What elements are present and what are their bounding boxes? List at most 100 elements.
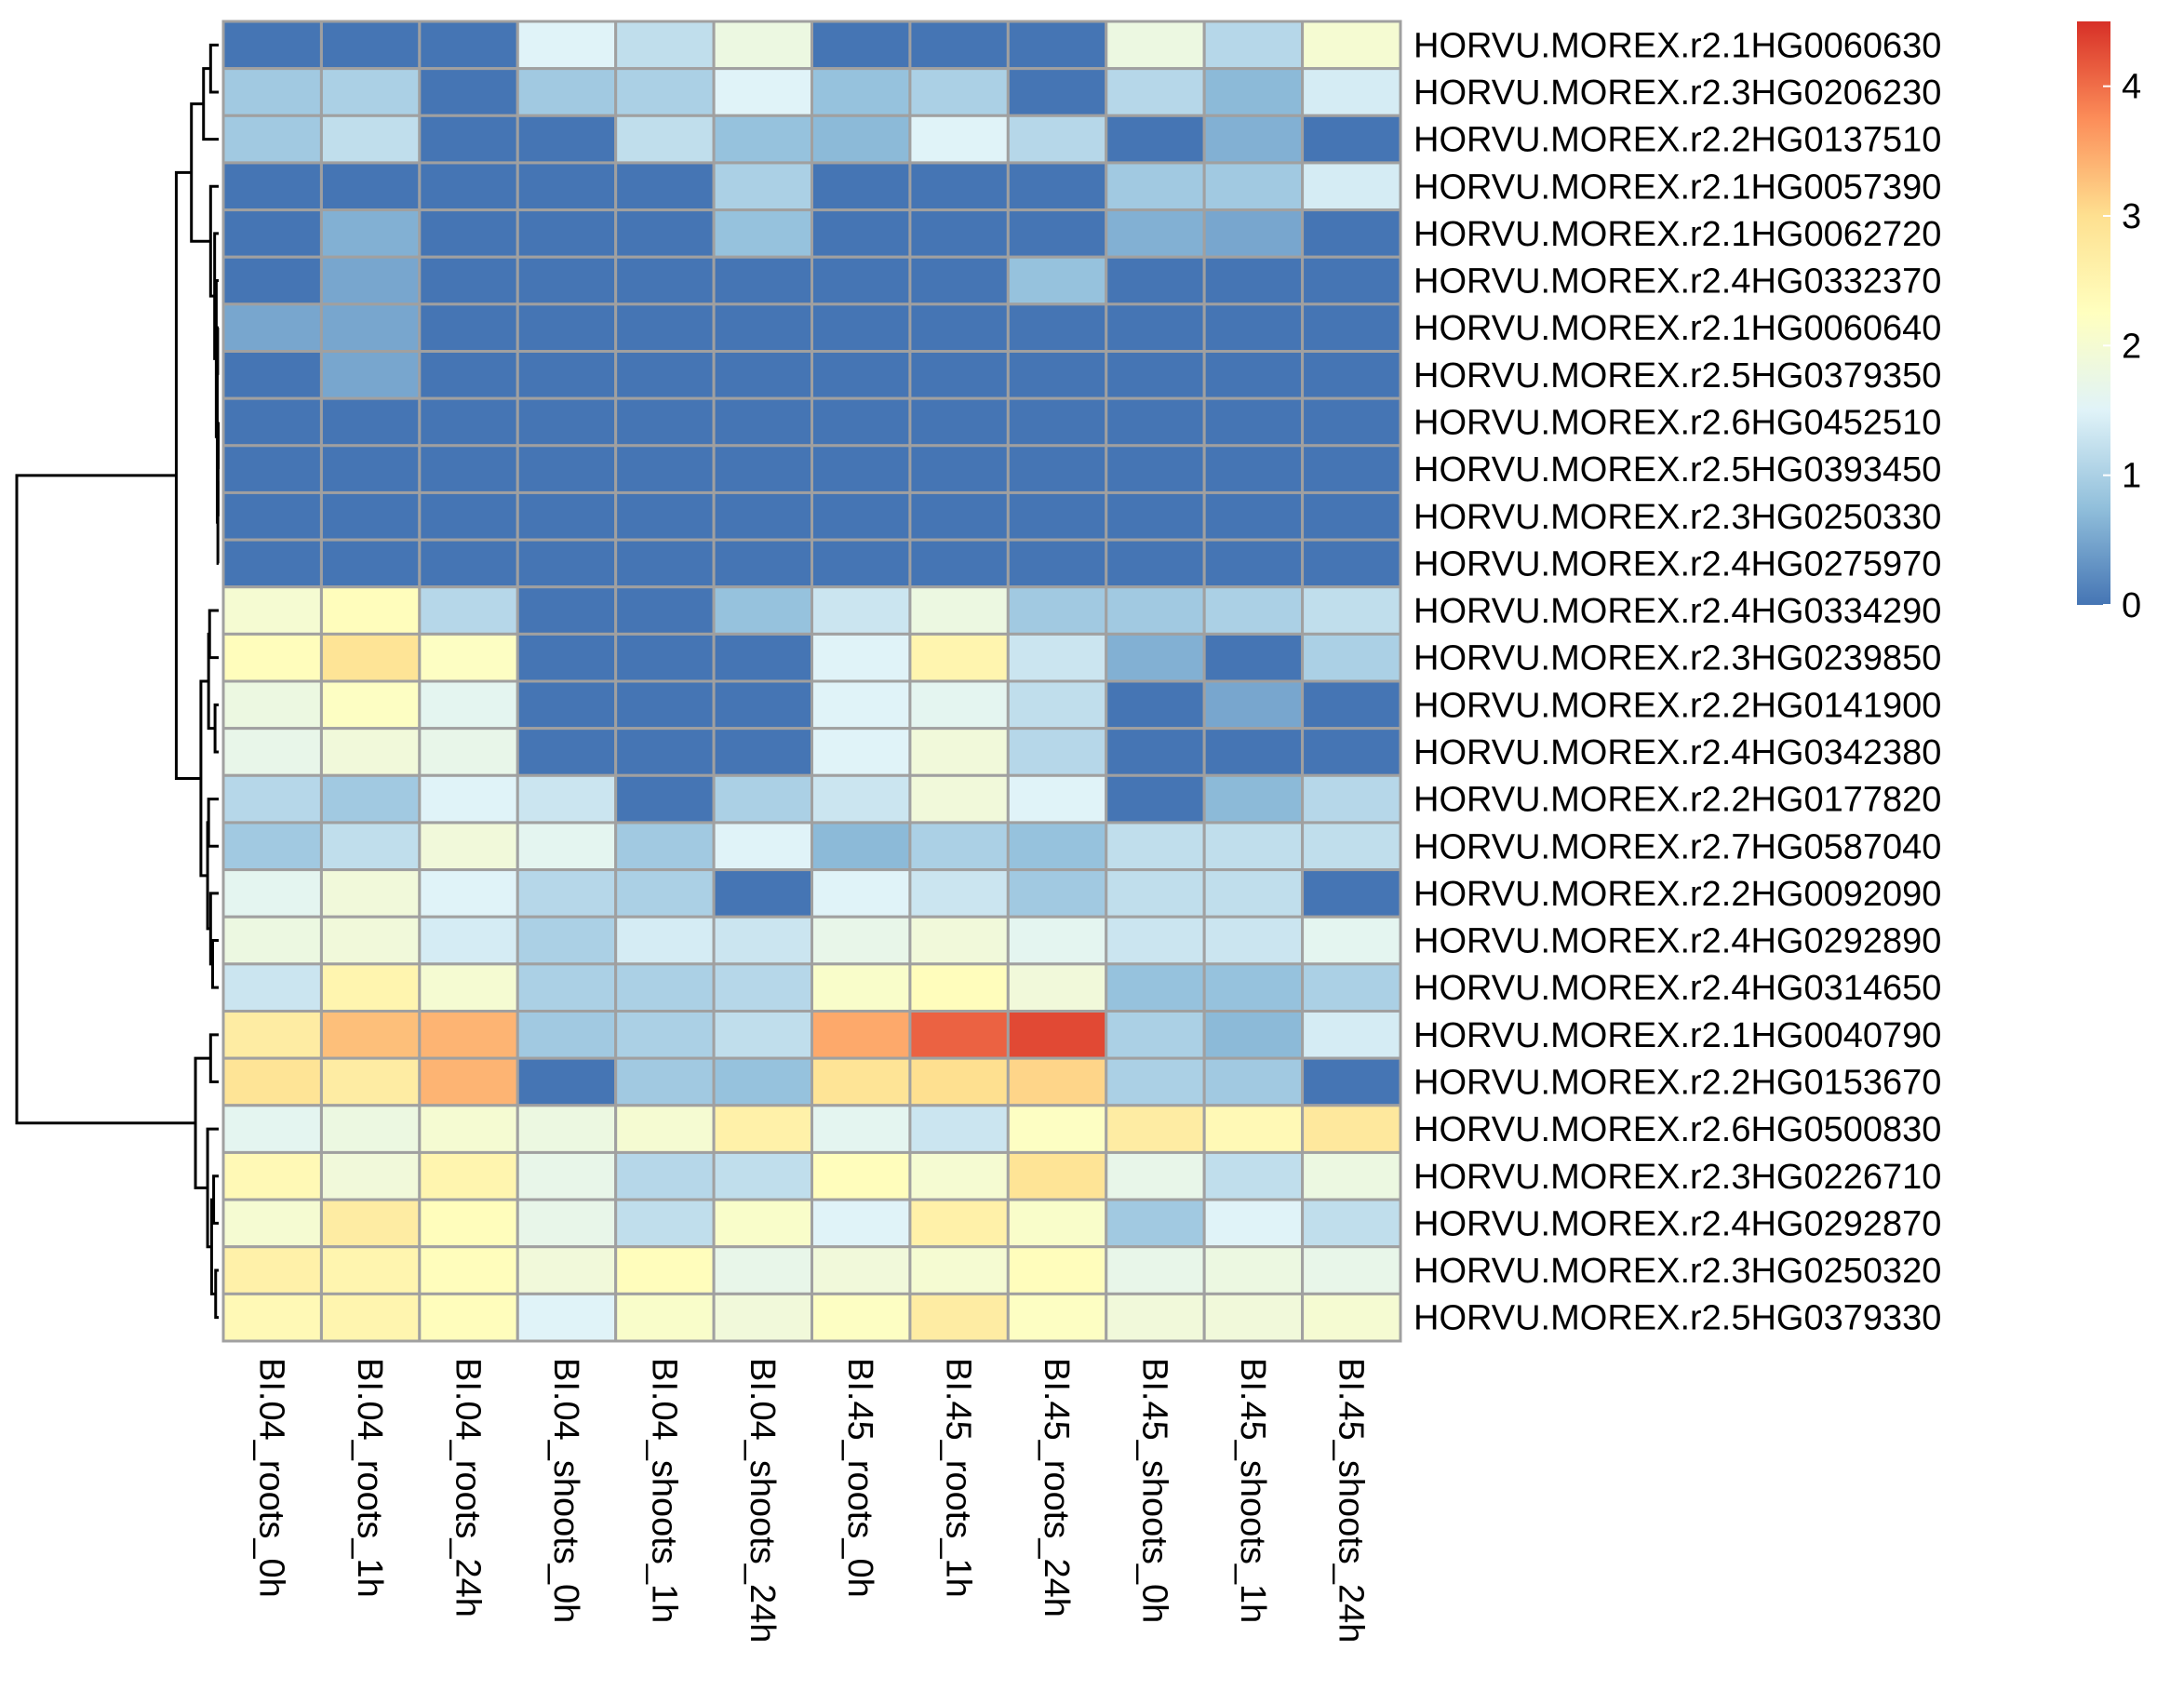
heatmap-cell bbox=[1301, 727, 1402, 777]
heatmap-cell bbox=[614, 161, 716, 212]
column-label: BI.04_roots_1h bbox=[350, 1358, 389, 1598]
heatmap-cell bbox=[1105, 1198, 1206, 1249]
heatmap-cell bbox=[712, 1150, 813, 1201]
heatmap-cell bbox=[1006, 773, 1108, 825]
heatmap-cell bbox=[1202, 962, 1305, 1013]
heatmap-cell bbox=[1301, 20, 1402, 71]
heatmap-cell bbox=[1202, 773, 1305, 825]
heatmap-cell bbox=[418, 1245, 519, 1295]
heatmap-cell bbox=[516, 396, 618, 448]
column-label: BI.45_roots_0h bbox=[840, 1358, 879, 1598]
heatmap-cell bbox=[1301, 915, 1402, 966]
heatmap-cell bbox=[908, 302, 1010, 354]
heatmap-cell bbox=[319, 1245, 422, 1295]
heatmap-cell bbox=[908, 538, 1010, 589]
heatmap-cell bbox=[221, 727, 323, 777]
heatmap-cell bbox=[1006, 727, 1108, 777]
heatmap-cell bbox=[1301, 302, 1402, 354]
heatmap-cell bbox=[1202, 915, 1305, 966]
heatmap-cell bbox=[614, 962, 716, 1013]
heatmap-cell bbox=[811, 1198, 912, 1249]
heatmap-cell bbox=[418, 114, 519, 165]
heatmap-cell bbox=[1301, 868, 1402, 919]
heatmap-cell bbox=[811, 490, 912, 542]
heatmap-cell bbox=[516, 1198, 618, 1249]
heatmap-cell bbox=[811, 538, 912, 589]
heatmap-cell bbox=[221, 20, 323, 71]
heatmap-cell bbox=[1202, 302, 1305, 354]
heatmap-cell bbox=[908, 1198, 1010, 1249]
heatmap-cell bbox=[1105, 773, 1206, 825]
heatmap-cell bbox=[908, 1150, 1010, 1201]
heatmap-cell bbox=[1006, 67, 1108, 117]
heatmap-cell bbox=[418, 1198, 519, 1249]
heatmap-cell bbox=[1202, 67, 1305, 117]
heatmap-cell bbox=[319, 114, 422, 165]
legend-tick-label: 1 bbox=[2122, 457, 2141, 496]
heatmap-cell bbox=[1301, 444, 1402, 494]
heatmap-cell bbox=[1301, 1150, 1402, 1201]
heatmap-cell bbox=[1006, 1104, 1108, 1154]
row-label: HORVU.MOREX.r2.3HG0250320 bbox=[1414, 1252, 1941, 1291]
heatmap-cell bbox=[811, 1010, 912, 1060]
heatmap-cell bbox=[712, 1104, 813, 1154]
heatmap-cell bbox=[712, 821, 813, 872]
heatmap-cell bbox=[221, 773, 323, 825]
heatmap-cell bbox=[908, 114, 1010, 165]
heatmap-cell bbox=[221, 1292, 323, 1343]
column-label: BI.04_roots_24h bbox=[449, 1358, 488, 1617]
heatmap-cell bbox=[1202, 490, 1305, 542]
heatmap-cell bbox=[516, 538, 618, 589]
heatmap-cell bbox=[1105, 20, 1206, 71]
heatmap-cell bbox=[614, 1104, 716, 1154]
heatmap-cell bbox=[1006, 538, 1108, 589]
heatmap-cell bbox=[319, 727, 422, 777]
row-label: HORVU.MOREX.r2.6HG0452510 bbox=[1414, 403, 1941, 442]
heatmap-cell bbox=[614, 67, 716, 117]
heatmap-cell bbox=[221, 538, 323, 589]
heatmap-cell bbox=[1202, 1198, 1305, 1249]
heatmap-cell bbox=[1105, 1245, 1206, 1295]
heatmap-cell bbox=[1202, 1292, 1305, 1343]
heatmap-cell bbox=[712, 632, 813, 683]
heatmap-cell bbox=[1202, 350, 1305, 400]
heatmap-cell bbox=[516, 444, 618, 494]
heatmap-cell bbox=[1006, 915, 1108, 966]
heatmap-cell bbox=[418, 868, 519, 919]
heatmap-cell bbox=[1105, 1010, 1206, 1060]
heatmap-cell bbox=[811, 396, 912, 448]
heatmap-cell bbox=[319, 302, 422, 354]
heatmap-cell bbox=[811, 727, 912, 777]
dendrogram-branch bbox=[212, 1174, 219, 1225]
heatmap-cell bbox=[221, 868, 323, 919]
heatmap-cell bbox=[516, 490, 618, 542]
heatmap-cell bbox=[1105, 67, 1206, 117]
heatmap-cell bbox=[1006, 490, 1108, 542]
heatmap-cell bbox=[1105, 1292, 1206, 1343]
heatmap-cell bbox=[418, 821, 519, 872]
heatmap-cell bbox=[908, 962, 1010, 1013]
heatmap-cell bbox=[908, 350, 1010, 400]
heatmap-cells bbox=[221, 20, 1402, 1343]
row-label: HORVU.MOREX.r2.3HG0206230 bbox=[1414, 74, 1941, 113]
heatmap-cell bbox=[319, 350, 422, 400]
heatmap-cell bbox=[614, 727, 716, 777]
row-label: HORVU.MOREX.r2.2HG0141900 bbox=[1414, 686, 1941, 725]
heatmap-cell bbox=[908, 915, 1010, 966]
heatmap-cell bbox=[516, 868, 618, 919]
heatmap-cell bbox=[712, 1056, 813, 1107]
heatmap-cell bbox=[1202, 632, 1305, 683]
heatmap-cell bbox=[221, 962, 323, 1013]
heatmap-cell bbox=[811, 302, 912, 354]
heatmap-cell bbox=[712, 915, 813, 966]
row-label: HORVU.MOREX.r2.4HG0275970 bbox=[1414, 544, 1941, 584]
heatmap-cell bbox=[418, 444, 519, 494]
heatmap-cell bbox=[418, 490, 519, 542]
row-label: HORVU.MOREX.r2.4HG0334290 bbox=[1414, 592, 1941, 631]
heatmap-cell bbox=[319, 773, 422, 825]
heatmap-cell bbox=[319, 585, 422, 636]
heatmap-cell bbox=[712, 490, 813, 542]
heatmap-cell bbox=[1105, 114, 1206, 165]
heatmap-cell bbox=[418, 1010, 519, 1060]
dendrogram-branch bbox=[208, 1033, 219, 1083]
